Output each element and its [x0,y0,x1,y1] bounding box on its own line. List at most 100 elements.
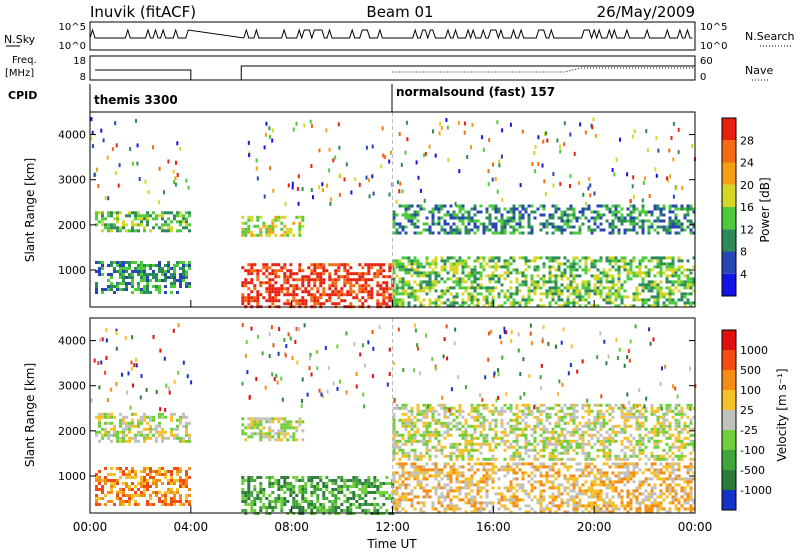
data-cell [313,272,317,276]
data-cell [671,265,675,269]
data-cell [452,271,456,275]
data-cell [656,259,660,263]
data-cell [274,482,278,485]
data-cell [286,278,290,282]
data-cell [185,264,188,267]
data-cell [110,482,113,485]
data-cell [476,259,480,263]
data-cell [524,262,528,266]
data-cell [680,439,684,443]
data-cell [331,278,335,282]
data-cell [683,283,687,287]
data-cell [167,264,170,267]
data-cell [440,301,444,305]
data-cell [605,277,609,281]
data-cell [259,506,263,509]
data-cell [337,263,341,267]
data-cell [149,418,152,422]
data-cell [140,418,143,422]
data-cell [470,445,474,449]
data-cell [438,131,441,136]
data-cell [677,403,681,407]
data-cell [590,445,594,449]
data-cell [152,482,155,485]
data-cell [650,225,654,229]
data-cell [503,507,507,511]
data-cell [572,448,576,452]
data-cell [644,256,648,260]
data-cell [407,498,411,502]
data-cell [674,304,678,308]
data-cell [434,454,438,458]
data-cell [626,409,630,413]
data-cell [113,415,116,419]
data-cell [488,222,492,226]
data-cell [548,439,552,443]
data-cell [659,457,663,461]
data-cell [494,204,498,208]
data-cell [443,213,447,217]
data-cell [131,482,134,485]
data-cell [512,501,516,505]
data-cell [596,412,600,416]
data-cell [158,467,161,470]
data-cell [170,418,173,422]
data-cell [467,442,471,446]
data-cell [515,277,519,281]
data-cell [563,121,566,126]
data-cell [437,483,441,487]
data-cell [382,296,386,300]
data-cell [280,432,284,436]
data-cell [605,439,609,443]
data-cell [301,284,305,288]
data-cell [626,445,630,449]
data-cell [617,292,621,296]
data-cell [422,439,426,443]
data-cell [128,494,131,497]
data-cell [551,436,555,440]
data-cell [608,210,612,214]
data-cell [527,442,531,446]
data-cell [464,427,468,431]
data-cell [337,485,341,488]
data-cell [656,286,660,290]
data-cell [364,494,368,497]
data-cell [259,476,263,479]
data-cell [692,289,696,293]
data-cell [512,292,516,296]
data-cell [155,288,158,291]
data-cell [140,223,143,227]
data-cell [524,415,528,419]
data-cell [629,213,633,217]
data-cell [337,497,341,500]
data-cell [295,438,299,442]
data-cell [518,204,522,208]
data-cell [635,439,639,443]
data-cell [656,427,660,431]
data-cell [638,213,642,217]
data-cell [316,494,320,497]
data-cell [128,473,131,476]
data-cell [401,418,405,422]
data-cell [551,451,555,455]
data-cell [491,471,495,475]
data-cell [364,263,368,267]
data-cell [271,230,275,234]
data-cell [413,495,417,499]
data-cell [286,227,290,231]
data-cell [512,259,516,263]
data-cell [143,415,146,419]
data-cell [668,148,671,153]
data-cell [179,267,182,270]
data-cell [518,219,522,223]
data-cell [349,284,353,288]
data-cell [398,406,402,410]
data-cell [256,296,260,300]
data-cell [647,268,651,272]
data-cell [322,494,326,497]
data-cell [268,135,271,139]
data-cell [107,288,110,291]
data-cell [161,427,164,431]
data-cell [689,292,693,296]
data-cell [407,204,411,208]
